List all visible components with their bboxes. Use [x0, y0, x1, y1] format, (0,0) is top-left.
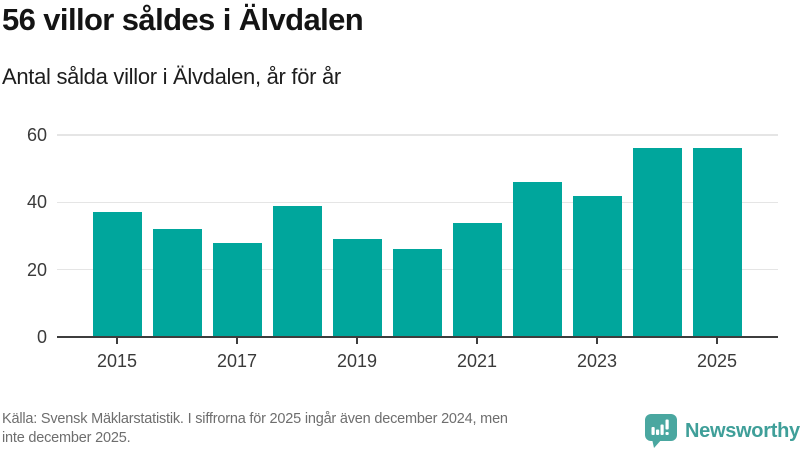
chart-title: 56 villor såldes i Älvdalen — [2, 2, 364, 37]
gridline — [57, 201, 778, 204]
bar — [692, 148, 742, 337]
x-axis-label: 2015 — [96, 351, 138, 371]
x-tick — [476, 338, 478, 345]
x-axis-label: 2021 — [456, 351, 498, 371]
y-axis-label: 0 — [36, 327, 47, 347]
x-axis-label: 2017 — [216, 351, 258, 371]
x-axis-line — [57, 335, 778, 339]
x-tick — [596, 338, 598, 345]
newsworthy-logo: Newsworthy — [645, 414, 800, 448]
x-tick — [236, 338, 238, 345]
source-note-line1: Källa: Svensk Mäklarstatistik. I siffror… — [2, 411, 508, 427]
source-note-line2: inte december 2025. — [2, 429, 131, 446]
bar — [632, 148, 682, 337]
x-axis-label: 2019 — [336, 351, 378, 371]
newsworthy-wordmark: Newsworthy — [685, 420, 800, 442]
bar — [212, 242, 262, 337]
y-axis-label: 60 — [26, 125, 47, 145]
bar — [452, 222, 502, 337]
bar — [152, 229, 202, 337]
x-axis-label: 2025 — [696, 351, 738, 371]
gridline — [57, 134, 778, 136]
y-axis-label: 20 — [26, 259, 47, 280]
bar — [332, 239, 382, 337]
bar — [512, 182, 562, 337]
chart-subtitle: Antal sålda villor i Älvdalen, år för år — [2, 64, 341, 89]
speech-bubble-bar-chart-icon — [645, 414, 677, 448]
source-note: Källa: Svensk Mäklarstatistik. I siffror… — [2, 410, 508, 447]
x-tick — [116, 338, 118, 345]
x-tick — [356, 338, 358, 345]
bar — [392, 249, 442, 337]
bar — [272, 205, 322, 337]
x-axis-label: 2023 — [576, 351, 618, 371]
y-axis-label: 40 — [26, 192, 47, 213]
x-tick — [716, 338, 718, 345]
bar — [572, 195, 622, 337]
bar — [92, 212, 142, 337]
